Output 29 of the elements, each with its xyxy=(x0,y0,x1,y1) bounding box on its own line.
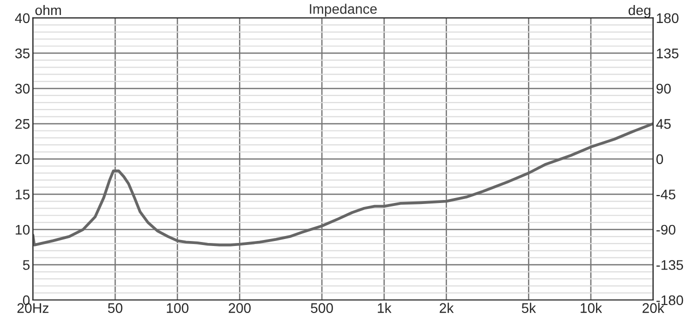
y2-axis-title: deg xyxy=(628,4,650,18)
y2-tick-label: -45 xyxy=(656,190,676,200)
y2-tick-label: 45 xyxy=(656,119,671,129)
y-tick-label: 35 xyxy=(15,48,30,58)
y-tick-label: 40 xyxy=(15,13,30,24)
y2-tick-label: -135 xyxy=(656,260,684,270)
x-tick-label: 10k xyxy=(580,302,602,313)
x-tick-label: 500 xyxy=(310,303,333,313)
y-tick-label: 15 xyxy=(16,190,30,200)
y2-tick-label: 0 xyxy=(656,154,664,164)
x-tick-label: 2k xyxy=(440,302,454,313)
y-tick-label: 30 xyxy=(15,84,30,94)
x-tick-label: 5k xyxy=(522,302,536,313)
y2-tick-label: -90 xyxy=(656,224,676,235)
y2-tick-label: 180 xyxy=(656,13,678,24)
y-tick-label: 25 xyxy=(15,119,30,129)
y2-tick-label: 90 xyxy=(656,84,671,94)
x-tick-label: 1k xyxy=(378,302,392,313)
y-tick-label: 0 xyxy=(22,295,30,306)
y-tick-label: 20 xyxy=(15,154,30,164)
x-tick-label: 100 xyxy=(166,303,188,313)
y2-tick-label: 135 xyxy=(656,48,678,58)
y-tick-label: 10 xyxy=(16,224,30,235)
y-axis-title: ohm xyxy=(35,4,61,16)
x-tick-label: 50 xyxy=(108,303,122,313)
chart-title: Impedance xyxy=(310,4,377,17)
x-tick-label: 200 xyxy=(228,303,251,313)
y-tick-label: 5 xyxy=(22,260,30,270)
x-tick-label: 20Hz xyxy=(17,303,48,313)
